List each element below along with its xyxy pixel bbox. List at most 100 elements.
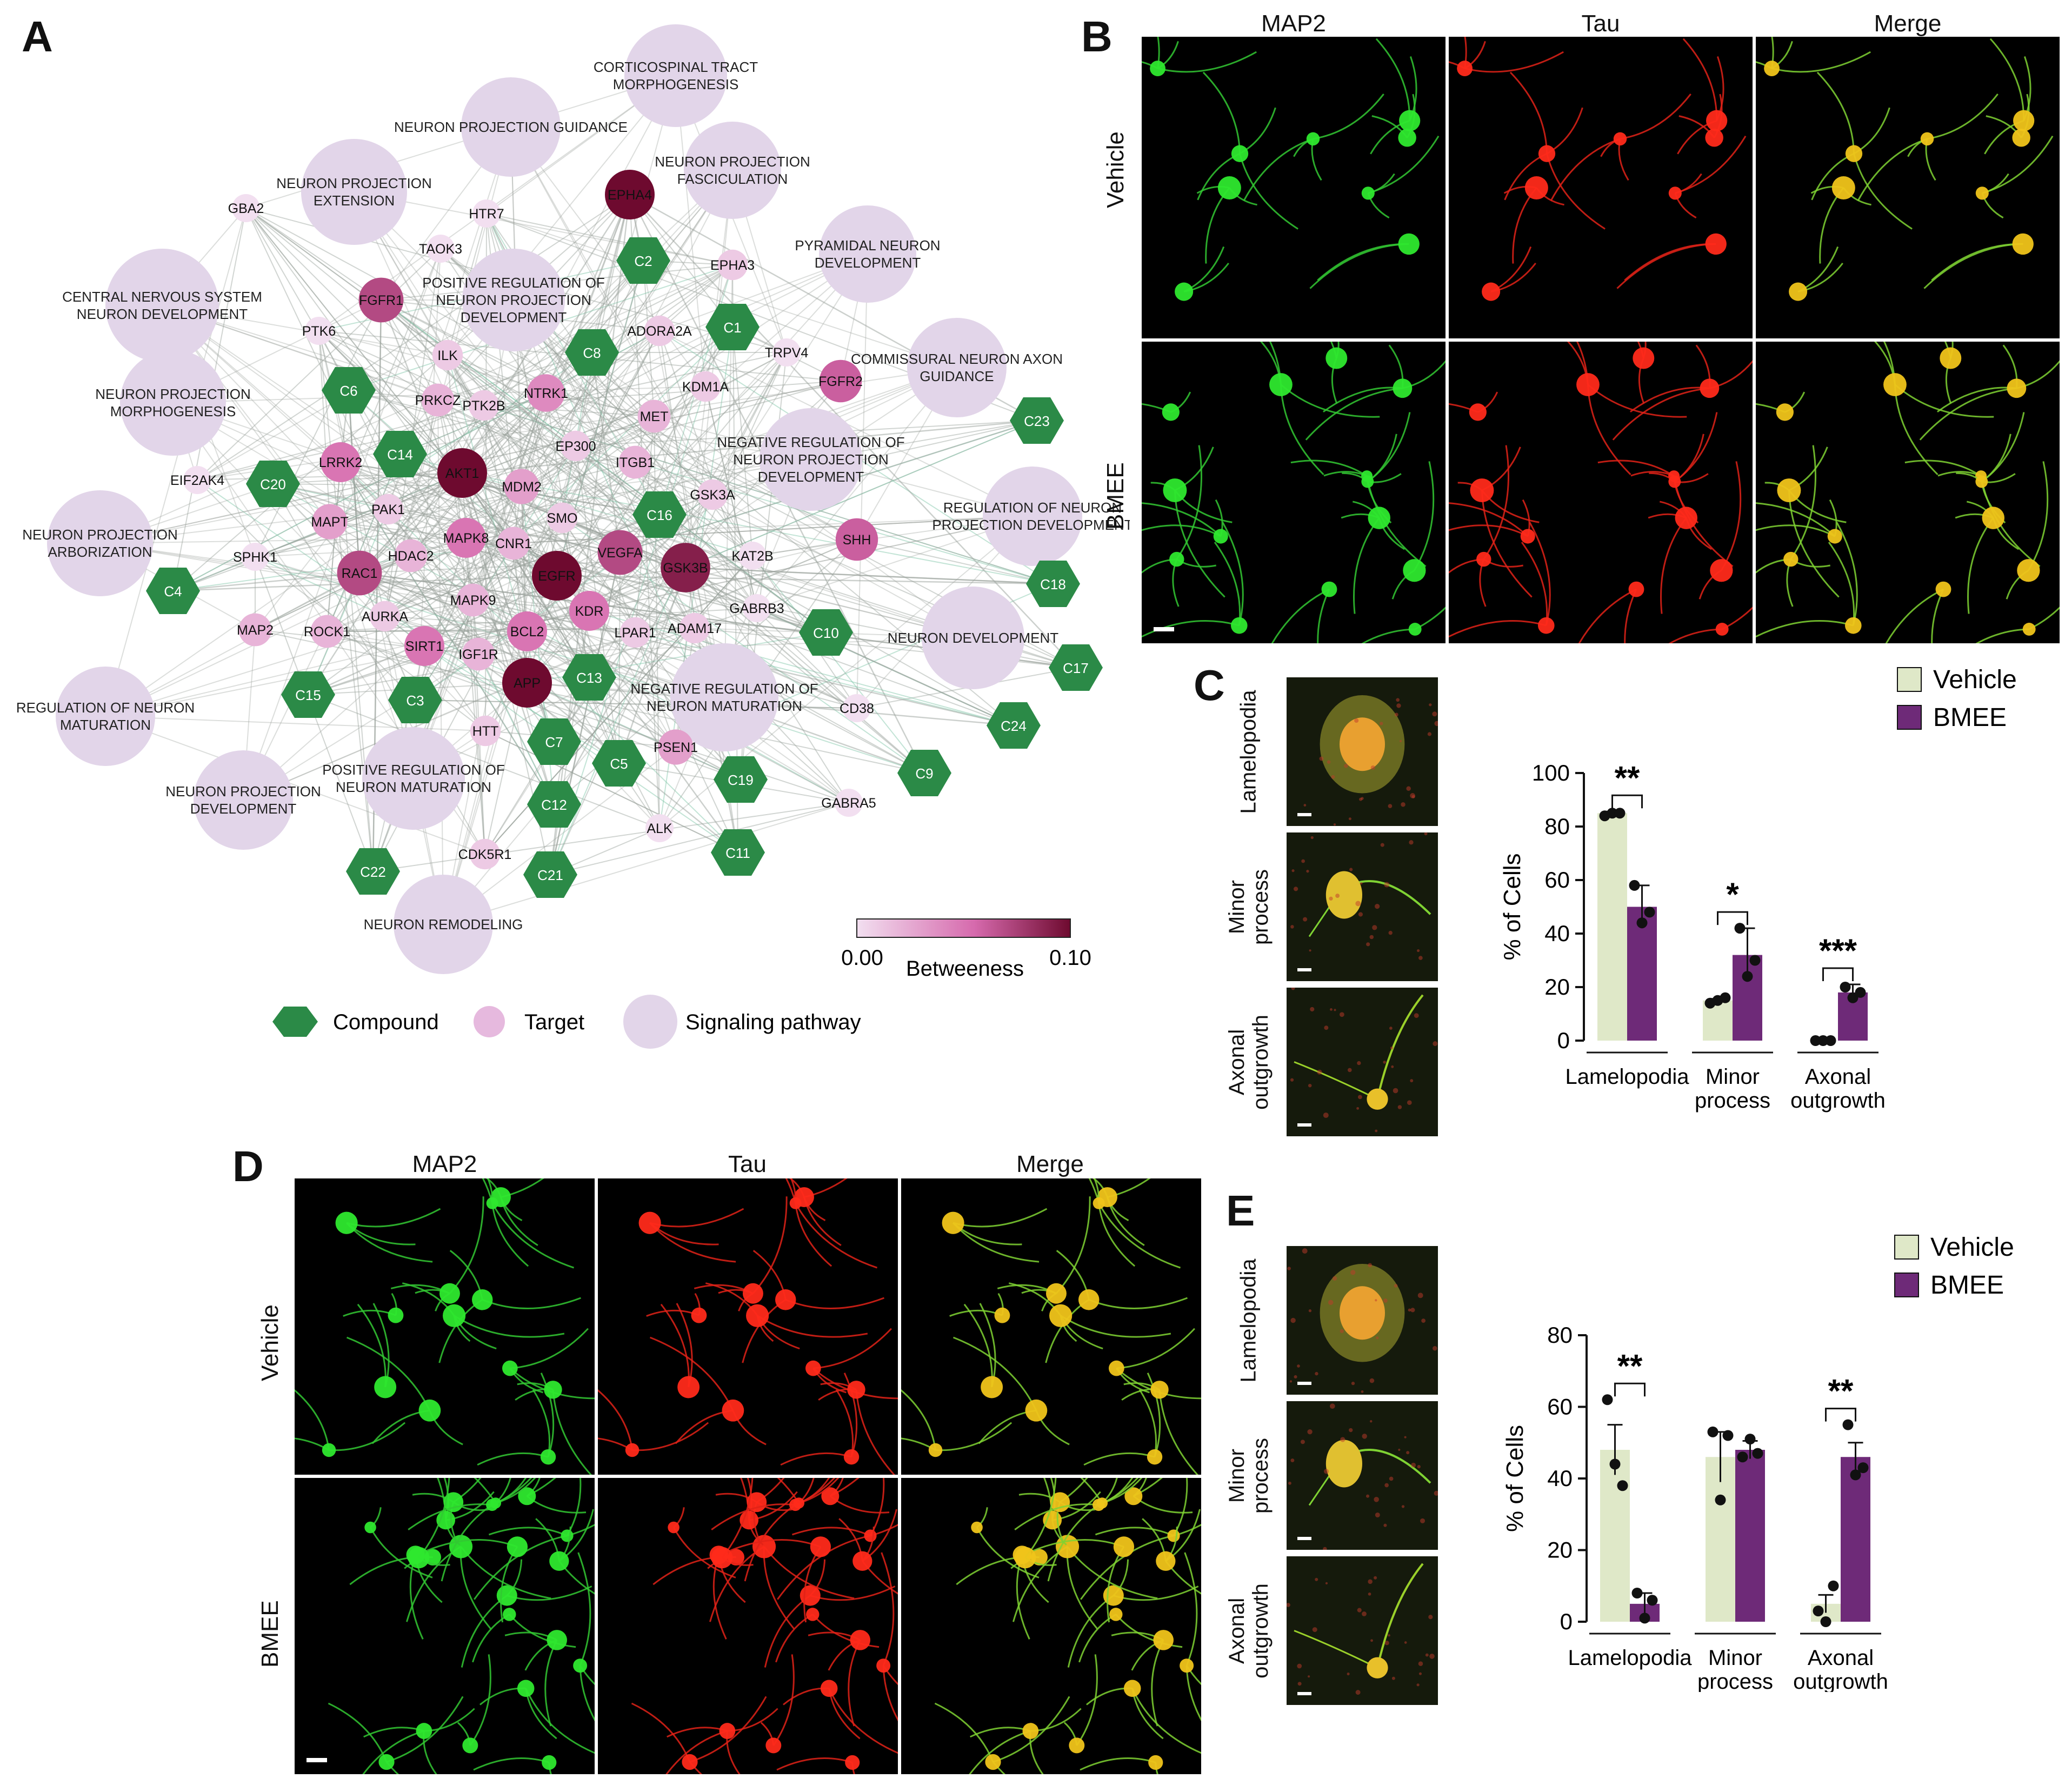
compound-node	[246, 461, 300, 507]
target-label: PAK1	[371, 502, 405, 517]
pathway-label: NEURON REMODELING	[364, 916, 523, 932]
target-node	[738, 542, 767, 570]
panel-c-thumb-label-3: Axonal outgrowth	[1225, 1014, 1273, 1110]
panel-b-col-map2: MAP2	[1261, 10, 1326, 37]
target-node	[679, 612, 710, 644]
target-node	[618, 445, 652, 479]
significance-bracket	[1825, 1408, 1856, 1422]
data-point	[1742, 971, 1753, 982]
target-node	[644, 315, 675, 347]
target-node	[404, 626, 444, 666]
target-node	[321, 442, 361, 482]
scale-bar	[1297, 813, 1311, 816]
target-node	[310, 615, 344, 648]
significance-bracket	[1822, 967, 1854, 982]
compound-label: C16	[647, 507, 672, 523]
significance-stars: **	[1615, 760, 1640, 796]
compound-node	[388, 677, 442, 723]
target-node	[502, 658, 552, 708]
pathway-label: DEVELOPMENT	[815, 255, 921, 271]
data-point	[1842, 1419, 1854, 1430]
target-node	[597, 530, 643, 575]
panel-d-image-merge-row1	[901, 1178, 1201, 1475]
compound-node	[527, 781, 581, 828]
target-node	[469, 838, 501, 870]
panel-b-image-tau-row2	[1449, 342, 1753, 643]
compound-label: C22	[360, 864, 386, 880]
panel-letter-b: B	[1081, 12, 1113, 61]
data-point	[1855, 987, 1866, 998]
pathway-label: REGULATION OF NEURON	[943, 499, 1122, 516]
target-label: GABRB3	[729, 601, 784, 616]
target-label: CD38	[840, 701, 874, 716]
data-point	[1810, 1035, 1821, 1046]
pathway-label: CORTICOSPINAL TRACT	[594, 59, 758, 75]
target-node	[690, 371, 721, 402]
panel-letter-c: C	[1194, 661, 1225, 709]
scale-bar	[1297, 1123, 1311, 1127]
compound-node	[146, 568, 200, 614]
significance-bracket	[1611, 794, 1643, 809]
pathway-label: NEURON PROJECTION GUIDANCE	[394, 119, 628, 135]
data-point	[1840, 982, 1851, 992]
compound-label: C24	[1001, 718, 1027, 734]
pathway-node	[922, 587, 1024, 689]
target-node	[305, 317, 333, 345]
panel-b-col-tau: Tau	[1581, 10, 1620, 37]
target-label: PSEN1	[654, 740, 698, 755]
target-label: EPHA3	[710, 258, 755, 273]
significance-stars: *	[1726, 876, 1739, 912]
legend-compound-label: Compound	[333, 1010, 439, 1034]
compound-label: C19	[728, 772, 754, 788]
scale-bar	[1154, 627, 1174, 631]
compound-label: C20	[260, 476, 286, 492]
pathway-node	[760, 408, 862, 511]
y-tick-label: 80	[1544, 814, 1570, 839]
compound-node	[1010, 397, 1064, 444]
target-label: MAPK9	[450, 593, 496, 608]
scale-bar	[1297, 1382, 1311, 1385]
compound-label: C11	[725, 845, 750, 861]
target-node	[504, 469, 539, 504]
target-node	[470, 715, 501, 747]
target-node	[637, 399, 671, 433]
pathway-label: NEURON PROJECTION	[95, 386, 250, 402]
data-point	[1715, 1494, 1726, 1505]
panel-letter-d: D	[232, 1142, 264, 1190]
compound-label: C14	[387, 447, 413, 463]
compound-node	[714, 756, 768, 803]
pathway-label: NEURON DEVELOPMENT	[77, 306, 248, 322]
target-label: KDR	[575, 604, 604, 619]
panel-c-thumb-label-2: Minor process	[1225, 869, 1273, 945]
y-tick-label: 20	[1544, 974, 1570, 1000]
target-node	[369, 601, 401, 632]
data-point	[1857, 1462, 1869, 1474]
colorbar-title: Betweeness	[906, 957, 1024, 981]
target-node	[697, 479, 728, 510]
target-node	[432, 339, 463, 371]
compound-node	[346, 848, 400, 895]
compound-label: C4	[164, 583, 182, 599]
y-tick-label: 20	[1547, 1537, 1573, 1563]
pathway-label: DEVELOPMENT	[190, 801, 297, 817]
target-label: VEGFA	[597, 545, 643, 561]
pathway-label: GUIDANCE	[920, 368, 994, 384]
pathway-label: NEURON MATURATION	[647, 698, 802, 714]
target-node	[620, 617, 651, 648]
compound-node	[281, 671, 335, 718]
panel-c-thumb-label-1: Lamelopodia	[1237, 689, 1261, 814]
target-label: CNR1	[495, 536, 532, 551]
data-point	[1734, 923, 1746, 934]
pathway-node	[105, 249, 219, 362]
panel-d-image-map2-row2	[295, 1478, 595, 1774]
target-label: APP	[514, 676, 541, 691]
panel-d-image-map2-row1	[295, 1178, 595, 1475]
bar-bmee	[1735, 1450, 1765, 1622]
data-point	[1647, 1595, 1658, 1606]
network-labels: C2 C1 C8 C6 C14 C20 C16 C4 C13 C3 C15 C7 C5 C19 C12 C21…	[16, 59, 1130, 932]
compound-label: C23	[1024, 413, 1050, 429]
target-node	[835, 518, 878, 561]
y-tick-label: 60	[1544, 867, 1570, 892]
significance-bracket	[1717, 911, 1748, 925]
pathway-label: POSITIVE REGULATION OF	[322, 762, 505, 778]
